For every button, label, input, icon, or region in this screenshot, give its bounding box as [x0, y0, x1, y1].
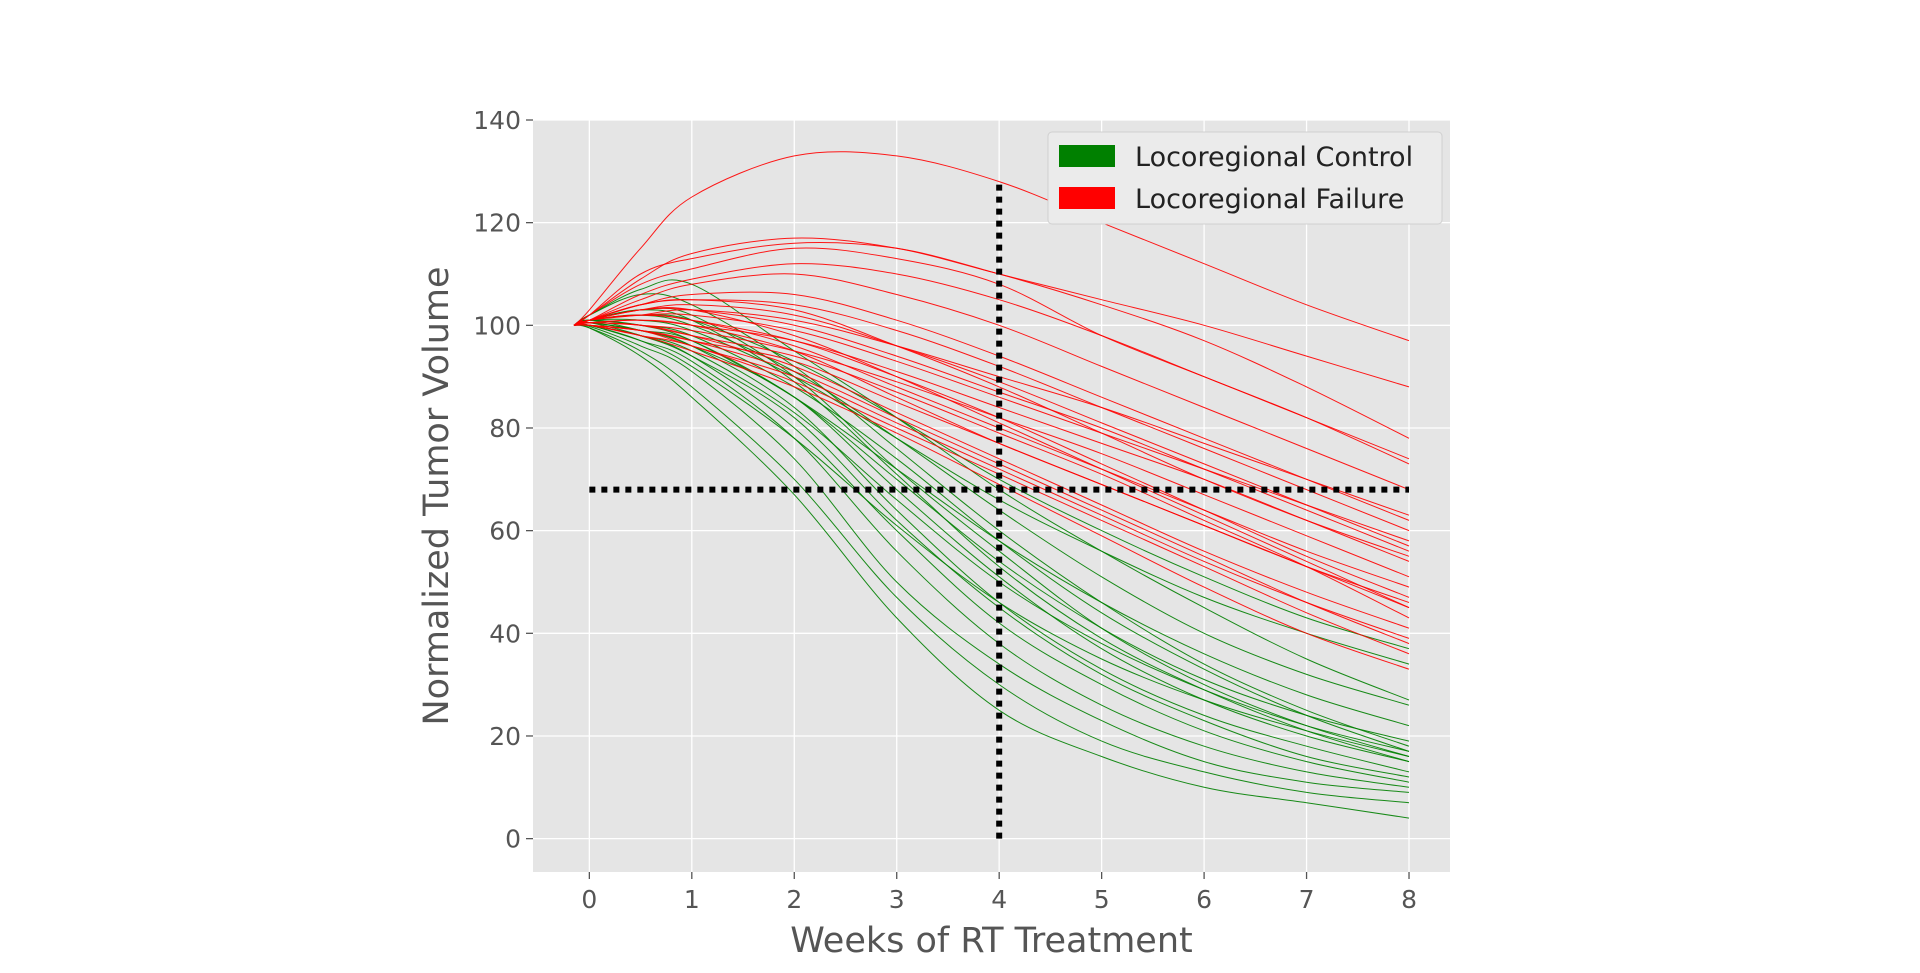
y-axis-title: Normalized Tumor Volume: [417, 266, 457, 725]
x-tick-label: 0: [581, 885, 597, 914]
failure-curve: [573, 299, 1410, 532]
control-curve: [573, 324, 1410, 819]
failure-curve: [573, 263, 1410, 465]
failure-curve: [573, 309, 1410, 516]
failure-curve: [573, 324, 1410, 655]
legend: Locoregional Control Locoregional Failur…: [1047, 131, 1443, 225]
x-tick-label: 6: [1196, 885, 1212, 914]
legend-swatch-failure: [1059, 187, 1115, 209]
y-axis-ticks: 0 20 40 60 80 100 120 140: [473, 106, 533, 854]
y-tick-label: 0: [505, 825, 521, 854]
y-tick-label: 100: [473, 311, 521, 340]
failure-curve: [573, 151, 1410, 342]
failure-curve: [573, 322, 1410, 578]
x-tick-label: 7: [1299, 885, 1315, 914]
y-tick-label: 140: [473, 106, 521, 135]
x-tick-label: 3: [889, 885, 905, 914]
legend-box: [1047, 131, 1443, 225]
series-lines: [573, 151, 1410, 819]
legend-label-failure: Locoregional Failure: [1135, 184, 1404, 215]
failure-curve: [573, 237, 1410, 388]
y-tick-label: 60: [489, 517, 521, 546]
control-curve: [573, 279, 1410, 701]
legend-label-control: Locoregional Control: [1135, 142, 1413, 173]
x-tick-label: 2: [786, 885, 802, 914]
legend-swatch-control: [1059, 145, 1115, 167]
x-tick-label: 4: [991, 885, 1007, 914]
y-tick-label: 120: [473, 209, 521, 238]
x-tick-label: 8: [1401, 885, 1417, 914]
control-curve: [573, 323, 1410, 757]
failure-curve: [573, 242, 1410, 439]
failure-curve: [573, 307, 1410, 552]
y-tick-label: 40: [489, 619, 521, 648]
x-axis-ticks: 0 1 2 3 4 5 6 7 8: [581, 872, 1417, 914]
control-curve: [573, 324, 1410, 804]
grid-lines: [533, 119, 1450, 872]
x-axis-title: Weeks of RT Treatment: [790, 921, 1192, 961]
failure-curve: [573, 319, 1410, 562]
failure-curve: [573, 273, 1410, 491]
x-tick-label: 5: [1094, 885, 1110, 914]
y-tick-label: 80: [489, 414, 521, 443]
y-tick-label: 20: [489, 722, 521, 751]
reference-lines: [589, 181, 1410, 839]
x-tick-label: 1: [684, 885, 700, 914]
failure-curve: [573, 324, 1410, 645]
control-curve: [573, 324, 1410, 793]
